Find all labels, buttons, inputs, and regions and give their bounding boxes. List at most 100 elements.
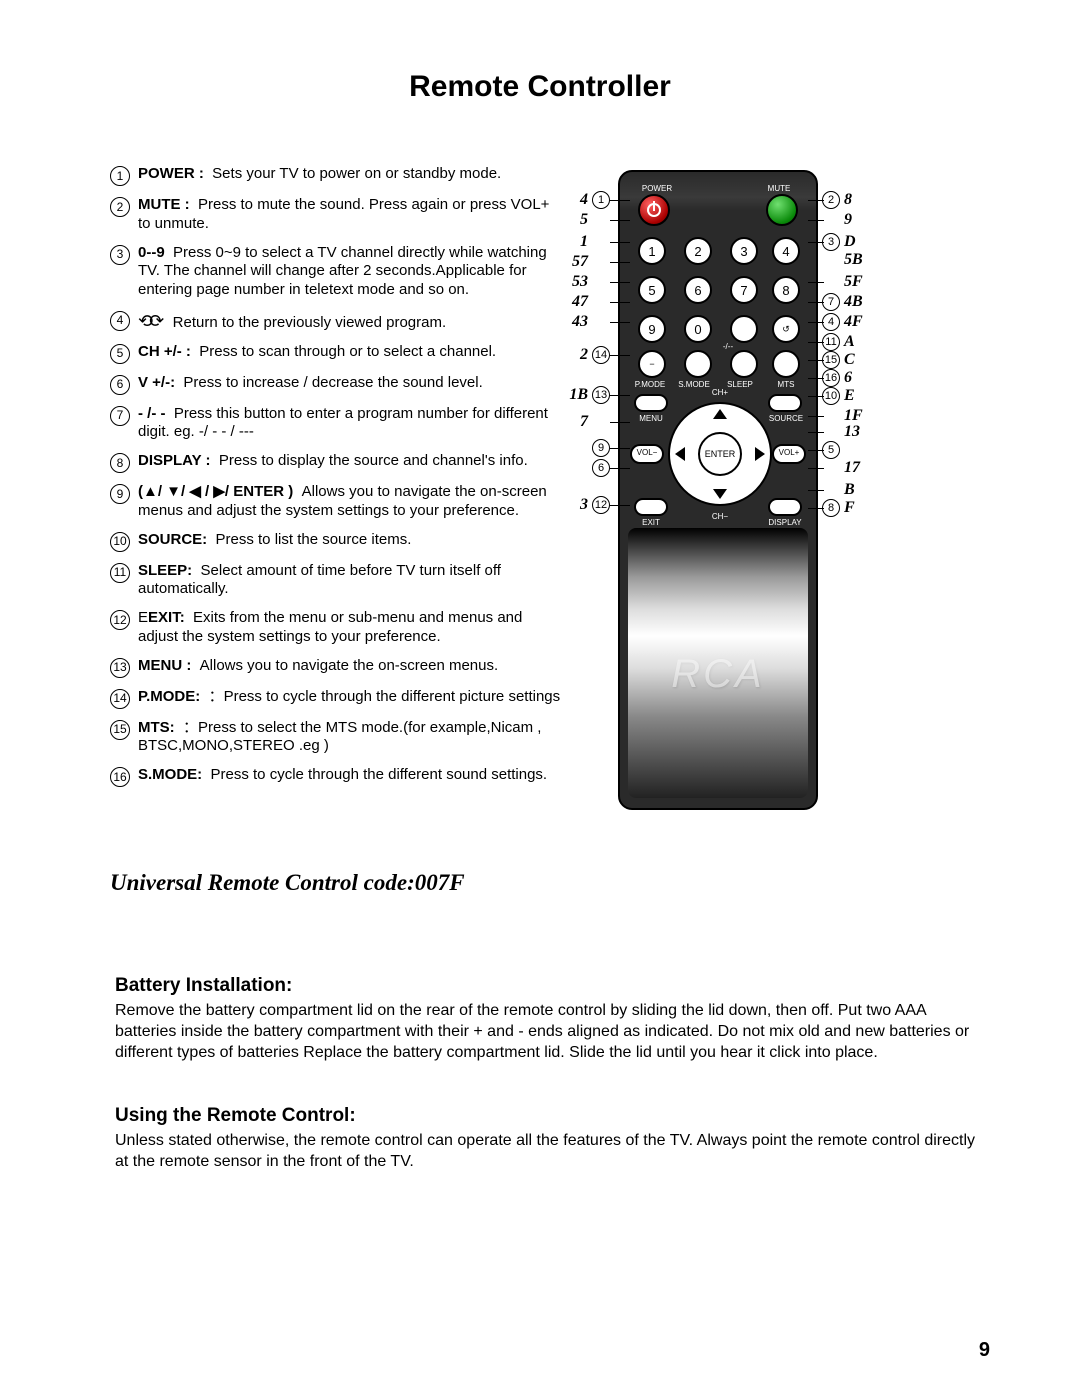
callout-code-4: 4 bbox=[558, 191, 588, 209]
label-display: DISPLAY bbox=[762, 518, 808, 527]
callout-code-5B: 5B bbox=[844, 251, 863, 269]
blank-button-a[interactable] bbox=[684, 350, 712, 378]
label-mts: MTS bbox=[768, 380, 804, 389]
mute-button[interactable] bbox=[766, 194, 798, 226]
digit-4-button[interactable]: 4 bbox=[772, 237, 800, 265]
desc-number: 14 bbox=[110, 689, 130, 709]
callout-line bbox=[808, 450, 824, 451]
callout-code-5: 5 bbox=[558, 211, 588, 229]
callout-left-12: 12 bbox=[592, 496, 610, 514]
desc-item-4: 4⟲⟳ Return to the previously viewed prog… bbox=[110, 310, 565, 333]
label-menu: MENU bbox=[632, 414, 670, 423]
desc-item-16: 16S.MODE: Press to cycle through the dif… bbox=[110, 766, 565, 787]
callout-line bbox=[610, 220, 630, 221]
label-pmode: P.MODE bbox=[632, 380, 668, 389]
desc-number: 3 bbox=[110, 245, 130, 265]
digit-9-button[interactable]: 9 bbox=[638, 315, 666, 343]
desc-item-14: 14P.MODE: ：Press to cycle through the di… bbox=[110, 688, 565, 709]
desc-item-5: 5CH +/- : Press to scan through or to se… bbox=[110, 343, 565, 364]
menu-button[interactable] bbox=[634, 394, 668, 412]
callout-right-4: 4 bbox=[822, 313, 840, 331]
desc-number: 12 bbox=[110, 610, 130, 630]
page-number: 9 bbox=[979, 1339, 990, 1362]
callout-code-1: 1 bbox=[558, 233, 588, 251]
section-battery: Battery Installation: Remove the battery… bbox=[115, 975, 975, 1063]
remote-diagram: RCA POWER MUTE 1234567890 ↺ − -/-- P.MOD… bbox=[570, 170, 1030, 830]
callout-code-4B: 4B bbox=[844, 293, 863, 311]
label-source: SOURCE bbox=[764, 414, 808, 423]
label-exit: EXIT bbox=[634, 518, 668, 527]
enter-button[interactable]: ENTER bbox=[698, 432, 742, 476]
label-volp: VOL+ bbox=[772, 448, 806, 457]
desc-number: 10 bbox=[110, 532, 130, 552]
callout-right-5: 5 bbox=[822, 441, 840, 459]
callout-line bbox=[808, 200, 824, 201]
digit-3-button[interactable]: 3 bbox=[730, 237, 758, 265]
desc-number: 13 bbox=[110, 658, 130, 678]
desc-body: - /- - Press this button to enter a prog… bbox=[138, 405, 565, 443]
dashdash-button[interactable] bbox=[730, 350, 758, 378]
desc-item-13: 13 MENU : Allows you to navigate the on-s… bbox=[110, 657, 565, 678]
desc-body: EEXIT: Exits from the menu or sub-menu a… bbox=[138, 609, 565, 647]
desc-item-2: 2MUTE : Press to mute the sound. Press a… bbox=[110, 196, 565, 234]
up-arrow-icon[interactable] bbox=[713, 409, 727, 419]
section-heading: Using the Remote Control: bbox=[115, 1105, 975, 1127]
callout-line bbox=[610, 242, 630, 243]
callout-code-A: A bbox=[844, 333, 855, 351]
section-body: Unless stated otherwise, the remote cont… bbox=[115, 1131, 975, 1173]
digit-7-button[interactable]: 7 bbox=[730, 276, 758, 304]
callout-left-1: 1 bbox=[592, 191, 610, 209]
exit-button[interactable] bbox=[634, 498, 668, 516]
digit-8-button[interactable]: 8 bbox=[772, 276, 800, 304]
desc-body: (▲/ ▼/ ◀ / ▶/ ENTER ) Allows you to navi… bbox=[138, 483, 565, 521]
display-button[interactable] bbox=[768, 498, 802, 516]
sleep-button[interactable] bbox=[772, 350, 800, 378]
desc-body: DISPLAY : Press to display the source an… bbox=[138, 452, 565, 473]
label-chm: CH− bbox=[706, 512, 734, 521]
desc-item-15: 15MTS: ：Press to select the MTS mode.(fo… bbox=[110, 719, 565, 757]
callout-line bbox=[808, 242, 824, 243]
right-arrow-icon[interactable] bbox=[755, 447, 765, 461]
digit-2-button[interactable]: 2 bbox=[684, 237, 712, 265]
callout-line bbox=[808, 342, 824, 343]
desc-body: V +/-: Press to increase / decrease the … bbox=[138, 374, 565, 395]
desc-body: S.MODE: Press to cycle through the diffe… bbox=[138, 766, 565, 787]
callout-line bbox=[808, 220, 824, 221]
dash-button[interactable]: − bbox=[638, 350, 666, 378]
down-arrow-icon[interactable] bbox=[713, 489, 727, 499]
return-button[interactable]: ↺ bbox=[772, 315, 800, 343]
callout-line bbox=[610, 422, 630, 423]
callout-line bbox=[610, 302, 630, 303]
desc-body: CH +/- : Press to scan through or to sel… bbox=[138, 343, 565, 364]
digit-5-button[interactable]: 5 bbox=[638, 276, 666, 304]
desc-number: 8 bbox=[110, 453, 130, 473]
callout-left-13: 13 bbox=[592, 386, 610, 404]
callout-right-11: 11 bbox=[822, 333, 840, 351]
left-arrow-icon[interactable] bbox=[675, 447, 685, 461]
desc-number: 9 bbox=[110, 484, 130, 504]
source-button[interactable] bbox=[768, 394, 802, 412]
callout-code-57: 57 bbox=[558, 253, 588, 271]
power-button[interactable] bbox=[638, 194, 670, 226]
callout-line bbox=[808, 508, 824, 509]
desc-body: MENU : Allows you to navigate the on-scr… bbox=[138, 657, 565, 678]
callout-code-17: 17 bbox=[844, 459, 860, 477]
desc-body: SLEEP: Select amount of time before TV t… bbox=[138, 562, 565, 600]
callout-line bbox=[808, 490, 824, 491]
desc-item-10: 10SOURCE: Press to list the source items… bbox=[110, 531, 565, 552]
digit-0-button[interactable]: 0 bbox=[684, 315, 712, 343]
callout-line bbox=[610, 262, 630, 263]
blank-button-10[interactable] bbox=[730, 315, 758, 343]
callout-left-9: 9 bbox=[592, 439, 610, 457]
desc-item-12: 12 EEXIT: Exits from the menu or sub-menu… bbox=[110, 609, 565, 647]
digit-1-button[interactable]: 1 bbox=[638, 237, 666, 265]
desc-item-6: 6V +/-: Press to increase / decrease the… bbox=[110, 374, 565, 395]
label-chp: CH+ bbox=[706, 388, 734, 397]
callout-line bbox=[808, 396, 824, 397]
rca-logo: RCA bbox=[620, 652, 816, 697]
label-volm: VOL− bbox=[630, 448, 664, 457]
callout-code-E: E bbox=[844, 387, 855, 405]
section-heading: Battery Installation: bbox=[115, 975, 975, 997]
digit-6-button[interactable]: 6 bbox=[684, 276, 712, 304]
callout-code-7: 7 bbox=[558, 413, 588, 431]
